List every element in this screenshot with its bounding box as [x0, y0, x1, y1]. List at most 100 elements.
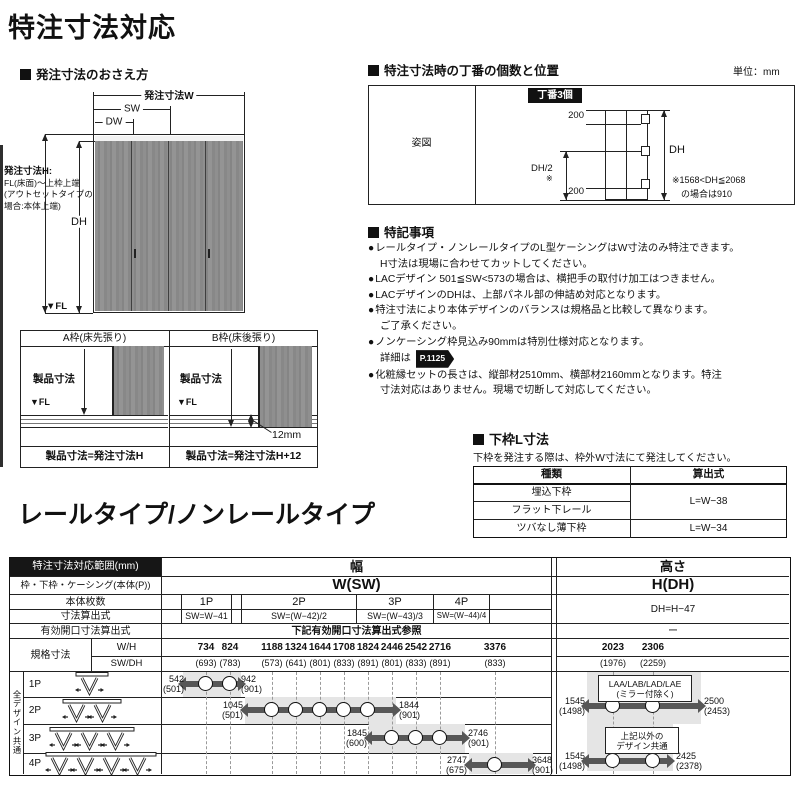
std-swdh-value: (783): [219, 658, 241, 669]
row6b-label: SW/DH: [110, 657, 143, 669]
std-swdh-value: (891): [429, 658, 451, 669]
lower-frame-heading-text: 下枠L寸法: [489, 432, 549, 447]
row4-label: 寸法算出式: [60, 611, 111, 622]
note-text: 詳細は: [380, 353, 414, 365]
folding-door-pictogram: [45, 751, 157, 776]
frame-a-title: A枠(床先張り): [62, 333, 127, 344]
body-row-label: 2P: [28, 705, 42, 716]
frame-a-formula: 製品寸法=発注寸法H: [45, 450, 144, 463]
std-swdh-value: (693): [195, 658, 217, 669]
standard-size-dot: [432, 730, 447, 745]
note-line: 寸法対応はありません。現場で切断して対応してください。: [368, 383, 796, 399]
std-wh-value: 2542: [404, 642, 428, 653]
hinge-icon: [641, 114, 650, 124]
note-text: レールタイプ・ノンレールタイプのL型ケーシングはW寸法のみ特注できます。: [375, 243, 740, 254]
std-swdh-value: (833): [405, 658, 427, 669]
std-swdh-value: (833): [333, 658, 355, 669]
std-swdh-value: (801): [309, 658, 331, 669]
standard-size-dot: [487, 757, 502, 772]
frame-b-title: B枠(床後張り): [211, 333, 276, 344]
rail-type-title: レールタイプ/ノンレールタイプ: [18, 501, 375, 529]
standard-size-dot: [264, 702, 279, 717]
frame-a-product-dim: 製品寸法: [33, 373, 75, 385]
width-title: 幅: [349, 558, 363, 574]
page-ref-badge: P.1125: [416, 350, 454, 368]
range-max-label: 2500 (2453): [704, 696, 731, 716]
std-hdh-value: (1976): [599, 658, 626, 669]
unit-label: 単位：mm: [733, 67, 780, 78]
folding-door-pictogram: [62, 698, 122, 723]
lower-frame-note: 下枠を発注する際は、枠外W寸法にて発注してください。: [473, 453, 737, 464]
frame-b-formula: 製品寸法=発注寸法H+12: [185, 450, 302, 463]
grid-dotted-line: [206, 672, 207, 774]
grid-dotted-line: [392, 672, 393, 774]
body-row-label: 3P: [28, 733, 42, 744]
formula-3p: SW=(W−43)/3: [367, 610, 423, 621]
std-swdh-value: (801): [381, 658, 403, 669]
folding-door-pictogram: [49, 726, 135, 751]
height-title: 高さ: [659, 558, 686, 574]
hinge-count-badge: 丁番3個: [528, 88, 582, 103]
page-title: 特注寸法対応: [8, 13, 176, 43]
panel-2p-header: 2P: [292, 595, 306, 608]
folding-door-pictogram: [75, 672, 109, 696]
grid-dotted-line: [368, 672, 369, 774]
hinge-heading-text: 特注寸法時の丁番の個数と位置: [384, 64, 560, 78]
std-swdh-value: (573): [261, 658, 283, 669]
standard-size-dot: [198, 676, 213, 691]
row5-value: 下記有効開口寸法算出式参照: [291, 625, 422, 637]
row6-label: 規格寸法: [30, 649, 71, 661]
dim-h-note: 発注寸法H: FL(床面)～上枠上端 (アウトセットタイプの 場合:本体上端): [4, 166, 93, 212]
hinge-note1: ※1568<DH≦2068: [672, 175, 746, 185]
row-tsubanashi: ツバなし薄下枠: [516, 523, 587, 534]
standard-size-dot: [408, 730, 423, 745]
width-symbol: W(SW): [332, 576, 381, 594]
grid-dotted-line: [416, 672, 417, 774]
std-wh-value: 1188: [261, 642, 283, 653]
std-h-value: 2306: [641, 642, 665, 653]
row-umekomi: 埋込下枠: [531, 487, 572, 498]
range-bar: [581, 754, 675, 768]
note-text: H寸法は現場に合わせてカットしてください。: [380, 258, 593, 270]
note-text: ノンケーシング枠見込み90mmは特別仕様対応となります。: [375, 336, 650, 348]
formula-2p: SW=(W−42)/2: [271, 610, 327, 621]
std-swdh-value: (833): [484, 658, 506, 669]
note-line: H寸法は現場に合わせてカットしてください。: [368, 257, 796, 273]
note-line: ●ノンケーシング枠見込み90mmは特別仕様対応となります。: [368, 335, 796, 351]
note-text: LACデザインのDHは、上部パネル部の伸詰め対応となります。: [375, 289, 667, 301]
body-row-label: 4P: [28, 758, 42, 769]
note-text: 化粧縁セットの長さは、縦部材2510mm、横部材2160mmとなります。特注: [375, 369, 722, 381]
frame-a-fl: ▼FL: [30, 397, 50, 407]
order-dims-heading: 発注寸法のおさえ方: [20, 64, 149, 83]
standard-size-dot: [645, 753, 660, 768]
formula-1p: SW=W−41: [185, 610, 228, 621]
height-group-label: LAA/LAB/LAD/LAE (ミラー付除く): [598, 675, 692, 702]
height-formula: DH=H−47: [650, 603, 696, 615]
note-line: ご了承ください。: [368, 319, 796, 335]
door-panels: [95, 141, 243, 311]
bullet-icon: ●: [368, 243, 375, 254]
range-min-label: 542 (501): [162, 674, 184, 694]
std-swdh-value: (891): [357, 658, 379, 669]
note-line: ●特注寸法により本体デザインのバランスは規格品と比較して異なります。: [368, 303, 796, 319]
row5-label: 有効開口寸法算出式: [40, 625, 131, 637]
dim-200-bottom: 200: [568, 186, 584, 197]
note-text: LACデザイン 501≦SW<573の場合は、横把手の取付け加工はつきません。: [375, 274, 721, 286]
range-max-label: 1844 (901): [399, 700, 421, 720]
range-max-label: 2425 (2378): [676, 751, 703, 771]
dim-dh-label: DH: [68, 215, 90, 228]
grid-dotted-line: [613, 672, 614, 774]
grid-dotted-line: [440, 672, 441, 774]
note-text: 特注寸法により本体デザインのバランスは規格品と比較して異なります。: [375, 305, 714, 317]
note-text: 寸法対応はありません。現場で切断して対応してください。: [380, 385, 657, 397]
dim-h-line3: 場合:本体上端): [4, 200, 61, 211]
range-max-label: 3648 (901): [532, 755, 554, 775]
dim-dh2-label: DH/2: [531, 163, 553, 174]
dim-200-top: 200: [568, 110, 584, 121]
body-row-label: 1P: [28, 678, 42, 690]
note-line: ●化粧縁セットの長さは、縦部材2510mm、横部材2160mmとなります。特注: [368, 368, 796, 384]
std-wh-value: 1824: [356, 642, 380, 653]
notes-heading: 特記事項: [368, 222, 434, 241]
range-max-label: 942 (901): [241, 674, 263, 694]
door-handle: [134, 249, 136, 258]
